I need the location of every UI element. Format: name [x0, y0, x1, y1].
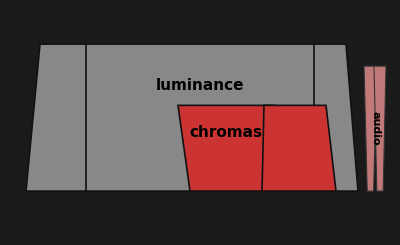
Text: luminance: luminance — [156, 78, 244, 93]
Text: audio: audio — [370, 111, 380, 146]
Polygon shape — [262, 105, 336, 191]
Polygon shape — [374, 66, 386, 191]
Polygon shape — [178, 105, 274, 191]
Polygon shape — [26, 44, 358, 191]
Polygon shape — [364, 66, 377, 191]
Text: chromas: chromas — [190, 125, 262, 140]
